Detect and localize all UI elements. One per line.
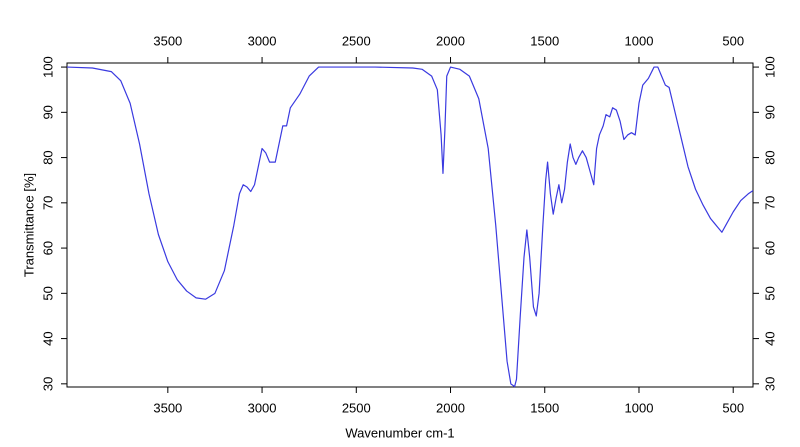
x-tick-label: 3500	[153, 400, 182, 415]
y-tick-label: 80	[40, 150, 55, 164]
y-tick-label-right: 60	[762, 241, 777, 255]
x-tick-label: 2500	[342, 400, 371, 415]
x-tick-label-top: 1000	[625, 33, 654, 48]
y-tick-label-right: 100	[762, 56, 777, 78]
x-axis-label: Wavenumber cm-1	[345, 425, 454, 440]
x-tick-label-top: 2500	[342, 33, 371, 48]
x-tick-label: 3000	[248, 400, 277, 415]
x-tick-label-top: 3000	[248, 33, 277, 48]
x-tick-label-top: 2000	[436, 33, 465, 48]
y-tick-label-right: 70	[762, 196, 777, 210]
x-tick-label: 2000	[436, 400, 465, 415]
y-tick-label: 70	[40, 196, 55, 210]
y-axis-label: Transmittance [%]	[21, 173, 36, 277]
x-tick-label: 1500	[530, 400, 559, 415]
y-tick-label-right: 30	[762, 377, 777, 391]
y-tick-label: 30	[40, 377, 55, 391]
y-tick-label: 90	[40, 105, 55, 119]
x-tick-label-top: 500	[722, 33, 744, 48]
y-tick-label-right: 40	[762, 331, 777, 345]
y-tick-label-right: 90	[762, 105, 777, 119]
x-tick-label: 500	[722, 400, 744, 415]
x-tick-label-top: 1500	[530, 33, 559, 48]
x-tick-label: 1000	[625, 400, 654, 415]
x-tick-label-top: 3500	[153, 33, 182, 48]
spectrum-line	[66, 66, 754, 388]
y-tick-label: 60	[40, 241, 55, 255]
y-tick-label-right: 50	[762, 286, 777, 300]
plot-frame	[66, 62, 754, 388]
y-tick-label: 100	[40, 56, 55, 78]
y-tick-label: 50	[40, 286, 55, 300]
y-tick-label-right: 80	[762, 150, 777, 164]
y-tick-label: 40	[40, 331, 55, 345]
